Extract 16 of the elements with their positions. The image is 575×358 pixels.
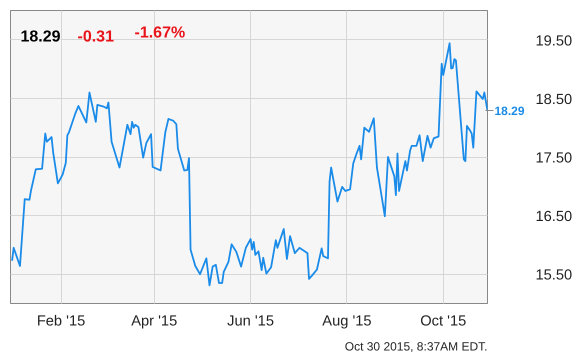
x-tick-label: Aug '15 — [322, 314, 372, 330]
annotation: -0.31 — [78, 28, 114, 46]
y-tick-label: 19.50 — [536, 33, 572, 50]
y-tick-label: 17.50 — [536, 150, 572, 166]
x-tick-label: Oct '15 — [420, 314, 466, 330]
text: 18.29 — [494, 104, 525, 118]
annotation: 18.29 — [20, 28, 61, 46]
y-tick-label: 15.50 — [536, 268, 572, 284]
line-series — [11, 42, 488, 286]
y-tick-label: 16.50 — [536, 209, 572, 226]
x-tick-label: Jun '15 — [227, 314, 274, 330]
y-tick-label: 18.50 — [536, 92, 572, 108]
x-tick-label: Feb '15 — [36, 314, 86, 330]
annotation: -1.67% — [134, 24, 186, 42]
x-tick-label: Apr '15 — [131, 314, 178, 330]
text: Oct 30 2015, 8:37AM EDT. — [344, 340, 488, 354]
